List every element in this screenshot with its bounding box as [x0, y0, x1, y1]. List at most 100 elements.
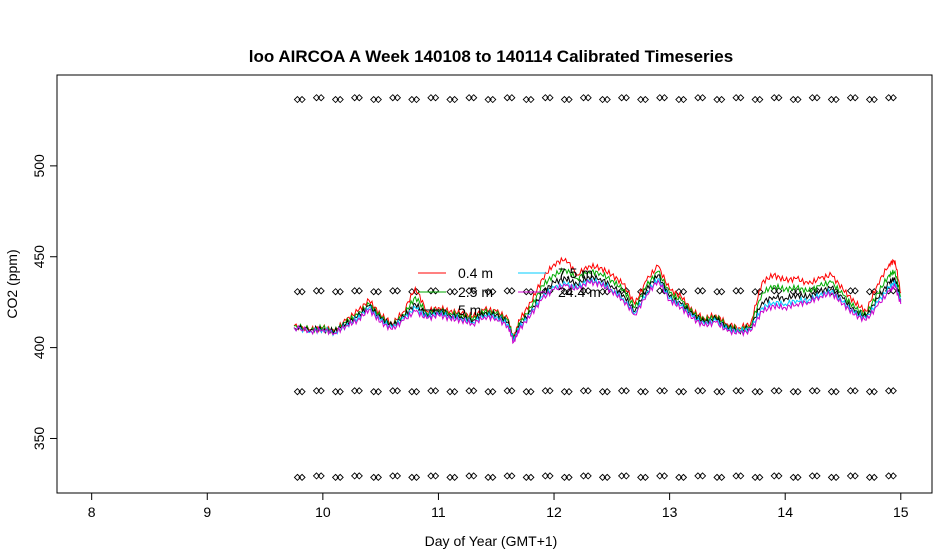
legend-label: 7.5 m — [558, 265, 593, 281]
calibration-marker — [431, 94, 440, 102]
calibration-marker — [660, 387, 669, 395]
calibration-marker — [470, 472, 478, 480]
calibration-marker — [870, 95, 878, 104]
calibration-marker — [660, 94, 669, 102]
calibration-marker — [355, 472, 363, 480]
x-tick-label: 14 — [777, 504, 793, 520]
calibration-marker — [851, 387, 859, 395]
calibration-marker — [717, 288, 726, 296]
legend-label: 24.4 m — [558, 284, 601, 300]
calibration-marker — [527, 473, 535, 482]
calibration-marker — [336, 95, 344, 104]
calibration-marker — [317, 472, 325, 480]
calibration-marker — [298, 288, 306, 296]
calibration-marker — [717, 388, 726, 396]
calibration-marker — [565, 288, 573, 296]
calibration-marker — [450, 473, 459, 482]
calibration-marker — [393, 387, 402, 395]
calibration-marker — [450, 95, 459, 104]
calibration-marker — [374, 95, 382, 104]
calibration-marker — [489, 388, 497, 396]
calibration-marker — [489, 288, 497, 296]
calibration-marker — [641, 95, 649, 104]
calibration-marker — [374, 473, 382, 482]
y-tick-label: 500 — [31, 154, 47, 178]
calibration-marker — [679, 473, 688, 482]
calibration-marker — [756, 95, 764, 104]
calibration-marker — [565, 95, 573, 104]
calibration-marker — [298, 95, 306, 104]
calibration-marker — [622, 94, 630, 102]
x-tick-label: 15 — [893, 504, 909, 520]
calibration-marker — [698, 387, 707, 395]
calibration-marker — [756, 388, 764, 396]
calibration-marker — [355, 94, 363, 102]
calibration-marker — [775, 287, 783, 295]
calibration-marker — [603, 473, 611, 482]
calibration-marker — [641, 388, 649, 396]
calibration-marker — [450, 288, 459, 296]
legend-label: 2.5 m — [458, 284, 493, 300]
calibration-marker — [889, 94, 897, 102]
calibration-marker — [412, 95, 421, 104]
calibration-marker — [298, 388, 306, 396]
calibration-marker — [489, 95, 497, 104]
calibration-marker — [355, 387, 363, 395]
calibration-marker — [393, 94, 402, 102]
calibration-marker — [889, 472, 897, 480]
calibration-marker — [546, 94, 554, 102]
y-tick-label: 350 — [31, 427, 47, 451]
calibration-marker — [412, 388, 421, 396]
legend: 0.4 m 2.5 m 5 m 7.5 m 24.4 m — [418, 265, 601, 318]
calibration-marker — [450, 388, 459, 396]
calibration-marker — [851, 472, 859, 480]
calibration-marker — [546, 387, 554, 395]
calibration-marker — [374, 388, 382, 396]
calibration-marker — [393, 472, 402, 480]
chart-title: loo AIRCOA A Week 140108 to 140114 Calib… — [249, 47, 733, 66]
calibration-marker — [298, 473, 306, 482]
calibration-marker — [336, 288, 344, 296]
calibration-marker — [679, 388, 688, 396]
calibration-marker — [679, 95, 688, 104]
calibration-marker — [527, 388, 535, 396]
calibration-marker — [431, 287, 440, 295]
calibration-marker — [717, 95, 726, 104]
x-tick-label: 10 — [315, 504, 331, 520]
calibration-marker — [870, 388, 878, 396]
calibration-marker — [775, 94, 783, 102]
calibration-marker — [832, 95, 840, 104]
calibration-marker — [431, 472, 440, 480]
calibration-marker — [698, 94, 707, 102]
calibration-marker — [355, 287, 363, 295]
x-tick-label: 11 — [431, 504, 446, 520]
calibration-marker — [508, 387, 516, 395]
calibration-marker — [584, 387, 592, 395]
calibration-marker — [317, 287, 325, 295]
series-line-2-5-m — [294, 267, 902, 339]
calibration-marker — [489, 473, 497, 482]
calibration-marker — [679, 288, 688, 296]
calibration-marker — [775, 387, 783, 395]
calibration-marker — [603, 388, 611, 396]
calibration-marker — [660, 472, 669, 480]
calibration-marker — [508, 472, 516, 480]
calibration-marker — [317, 94, 325, 102]
calibration-marker — [870, 473, 878, 482]
calibration-marker — [470, 287, 478, 295]
calibration-marker — [584, 472, 592, 480]
calibration-marker — [813, 387, 821, 395]
calibration-marker — [622, 387, 630, 395]
calibration-marker — [641, 473, 649, 482]
calibration-marker — [698, 472, 707, 480]
x-tick-label: 12 — [546, 504, 562, 520]
calibration-marker — [775, 472, 783, 480]
calibration-marker — [527, 288, 535, 296]
x-axis-label: Day of Year (GMT+1) — [425, 533, 558, 549]
calibration-marker — [508, 94, 516, 102]
calibration-marker — [851, 287, 859, 295]
x-tick-label: 8 — [88, 504, 96, 520]
legend-label: 0.4 m — [458, 265, 493, 281]
series-line-5-m — [293, 273, 902, 341]
